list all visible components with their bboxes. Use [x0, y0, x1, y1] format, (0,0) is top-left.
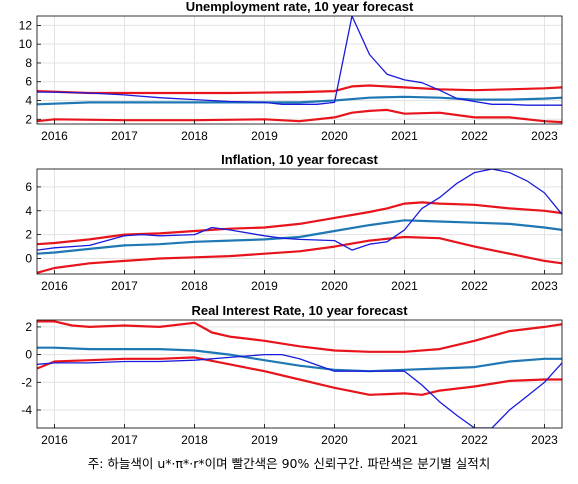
- series-actual-line: [37, 169, 562, 251]
- x-tick-label: 2016: [41, 279, 68, 293]
- x-tick-label: 2018: [181, 129, 208, 143]
- x-tick-label: 2019: [251, 279, 278, 293]
- series-actual-line: [37, 353, 562, 428]
- panel-3: Real Interest Rate, 10 year forecast 2016…: [21, 303, 563, 447]
- y-tick-label: 6: [25, 75, 32, 89]
- y-tick-label: 0: [25, 348, 32, 362]
- panel-2: Inflation, 10 year forecast 2016 2017 2018 2…: [25, 152, 563, 293]
- x-tick-label: 2021: [391, 279, 418, 293]
- x-tick-label: 2020: [321, 433, 348, 447]
- chart-title: Real Interest Rate, 10 year forecast: [191, 303, 408, 318]
- series-lower-line: [37, 356, 562, 396]
- x-tick-label: 2019: [251, 433, 278, 447]
- y-tick-label: 8: [25, 56, 32, 70]
- chart-title: Unemployment rate, 10 year forecast: [186, 0, 414, 14]
- series-upper-line: [37, 320, 562, 353]
- y-tick-label: 4: [25, 204, 32, 218]
- panel-1: Unemployment rate, 10 year forecast 2016 2…: [19, 0, 563, 143]
- x-tick-label: 2017: [111, 129, 138, 143]
- chart-title: Inflation, 10 year forecast: [221, 152, 378, 167]
- x-tick-label: 2022: [461, 129, 488, 143]
- series-lower-line: [37, 108, 562, 124]
- plot-frame: [36, 168, 563, 275]
- y-tick-label: 2: [25, 320, 32, 334]
- plot-frame: [36, 319, 563, 429]
- x-tick-label: 2021: [391, 129, 418, 143]
- series-lower-line: [37, 235, 562, 274]
- y-tick-label: 6: [25, 180, 32, 194]
- y-tick-label: 2: [25, 228, 32, 242]
- y-tick-label: 2: [25, 112, 32, 126]
- x-tick-label: 2023: [531, 433, 558, 447]
- x-tick-label: 2016: [41, 129, 68, 143]
- x-tick-label: 2016: [41, 433, 68, 447]
- x-tick-label: 2020: [321, 279, 348, 293]
- y-tick-label: -4: [21, 403, 32, 417]
- x-tick-label: 2022: [461, 279, 488, 293]
- y-tick-label: 10: [19, 37, 33, 51]
- x-tick-label: 2023: [531, 129, 558, 143]
- y-tick-label: 4: [25, 94, 32, 108]
- x-tick-label: 2018: [181, 279, 208, 293]
- plot-frame: [36, 15, 563, 125]
- y-tick-label: 0: [25, 251, 32, 265]
- x-tick-label: 2020: [321, 129, 348, 143]
- x-tick-label: 2021: [391, 433, 418, 447]
- y-tick-label: -2: [21, 375, 32, 389]
- series-upper-line: [37, 201, 562, 246]
- series-median-line: [37, 346, 562, 373]
- series-actual-line: [37, 16, 562, 106]
- x-tick-label: 2019: [251, 129, 278, 143]
- series-upper-line: [37, 84, 562, 95]
- x-tick-label: 2022: [461, 433, 488, 447]
- x-tick-label: 2017: [111, 433, 138, 447]
- series-median-line: [37, 219, 562, 255]
- y-tick-label: 12: [19, 18, 33, 32]
- x-tick-label: 2018: [181, 433, 208, 447]
- chart-note: 주: 하늘색이 u*·π*·r*이며 빨간색은 90% 신뢰구간. 파란색은 분…: [87, 456, 491, 471]
- series-median-line: [37, 95, 562, 106]
- x-tick-label: 2023: [531, 279, 558, 293]
- x-tick-label: 2017: [111, 279, 138, 293]
